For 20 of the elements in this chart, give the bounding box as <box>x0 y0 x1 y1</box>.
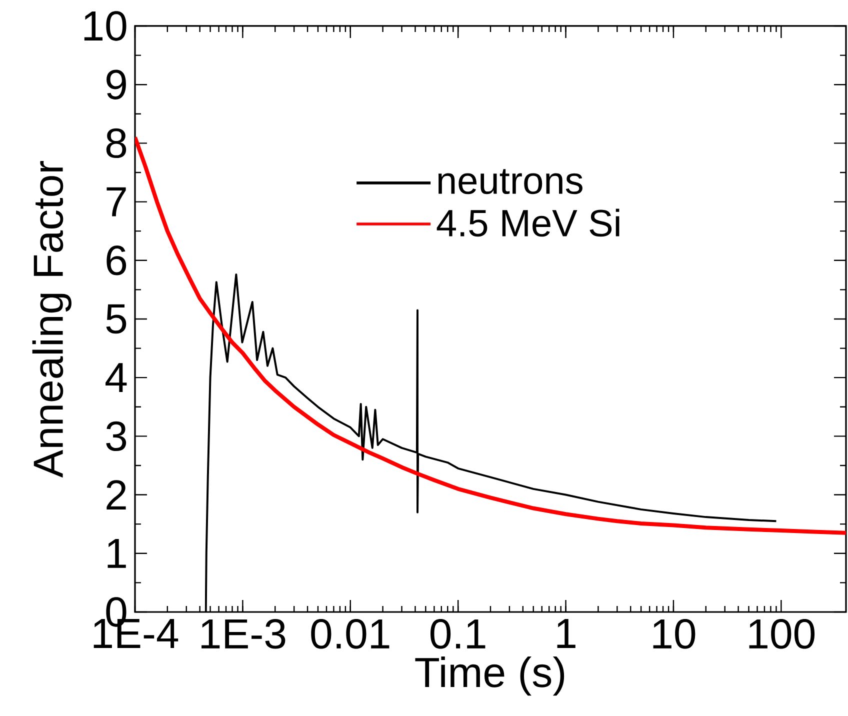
x-tick-label: 0.1 <box>430 619 486 649</box>
x-tick-label: 100 <box>749 619 815 649</box>
y-tick-label: 7 <box>106 187 126 216</box>
y-tick-label: 2 <box>106 480 126 510</box>
x-tick-label: 10 <box>653 619 696 649</box>
y-tick-label: 10 <box>84 11 126 41</box>
y-tick-label: 6 <box>106 246 126 276</box>
y-tick-label: 5 <box>106 304 126 334</box>
y-axis-title: Annealing Factor <box>32 161 72 478</box>
x-tick-label: 1E-3 <box>202 619 286 649</box>
x-tick-label: 1 <box>557 619 576 648</box>
y-tick-label: 8 <box>106 128 126 158</box>
y-tick-label: 1 <box>108 538 126 568</box>
legend-label: 4.5 MeV Si <box>436 208 620 237</box>
y-tick-label: 9 <box>106 70 126 100</box>
legend-label: neutrons <box>438 169 582 194</box>
y-tick-label: 4 <box>106 363 127 392</box>
x-tick-label: 0.01 <box>311 619 390 649</box>
y-tick-label: 3 <box>106 421 126 452</box>
x-axis-title: Time (s) <box>415 656 564 696</box>
